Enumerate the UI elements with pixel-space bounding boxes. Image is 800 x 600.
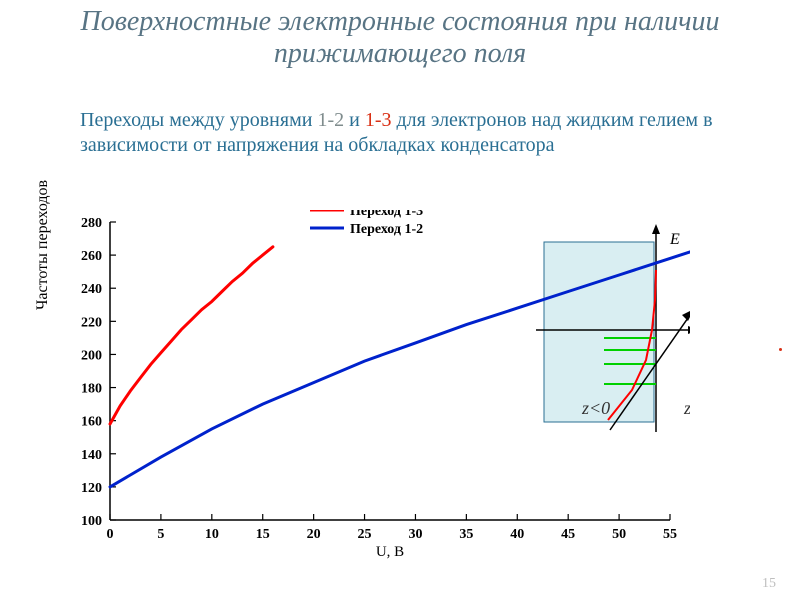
svg-text:15: 15 xyxy=(256,527,270,542)
page-number: 15 xyxy=(762,576,776,592)
slide-subtitle: Переходы между уровнями 1-2 и 1-3 для эл… xyxy=(80,108,740,158)
svg-text:120: 120 xyxy=(81,481,102,496)
svg-text:180: 180 xyxy=(81,382,102,397)
subtitle-b: 1-2 xyxy=(317,109,344,131)
svg-text:50: 50 xyxy=(612,527,626,542)
svg-text:220: 220 xyxy=(81,315,102,330)
slide-title: Поверхностные электронные состояния при … xyxy=(0,6,800,70)
transitions-chart: 100 120 140 160 180 200 220 240 260 280 0 5 10 15 20 25… xyxy=(50,210,690,570)
red-dot xyxy=(779,348,782,351)
svg-text:240: 240 xyxy=(81,282,102,297)
svg-text:Переход 1-2: Переход 1-2 xyxy=(350,222,423,237)
svg-text:30: 30 xyxy=(408,527,422,542)
svg-text:E: E xyxy=(669,231,680,248)
svg-text:35: 35 xyxy=(459,527,473,542)
svg-text:20: 20 xyxy=(307,527,321,542)
subtitle-a: Переходы между уровнями xyxy=(80,109,317,131)
svg-text:100: 100 xyxy=(81,514,102,529)
svg-text:140: 140 xyxy=(81,448,102,463)
svg-text:25: 25 xyxy=(358,527,372,542)
svg-text:z<0: z<0 xyxy=(581,398,610,418)
svg-text:55: 55 xyxy=(663,527,677,542)
svg-text:160: 160 xyxy=(81,415,102,430)
subtitle-d: 1-3 xyxy=(365,109,392,131)
svg-text:0: 0 xyxy=(107,527,114,542)
svg-text:200: 200 xyxy=(81,348,102,363)
svg-text:45: 45 xyxy=(561,527,575,542)
svg-text:10: 10 xyxy=(205,527,219,542)
svg-text:Переход 1-3: Переход 1-3 xyxy=(350,210,423,219)
subtitle-c: и xyxy=(344,109,365,131)
svg-text:40: 40 xyxy=(510,527,524,542)
svg-text:260: 260 xyxy=(81,249,102,264)
svg-text:280: 280 xyxy=(81,216,102,231)
svg-text:U, B: U, B xyxy=(376,544,404,560)
svg-text:5: 5 xyxy=(157,527,164,542)
svg-text:z>0: z>0 xyxy=(683,398,690,418)
